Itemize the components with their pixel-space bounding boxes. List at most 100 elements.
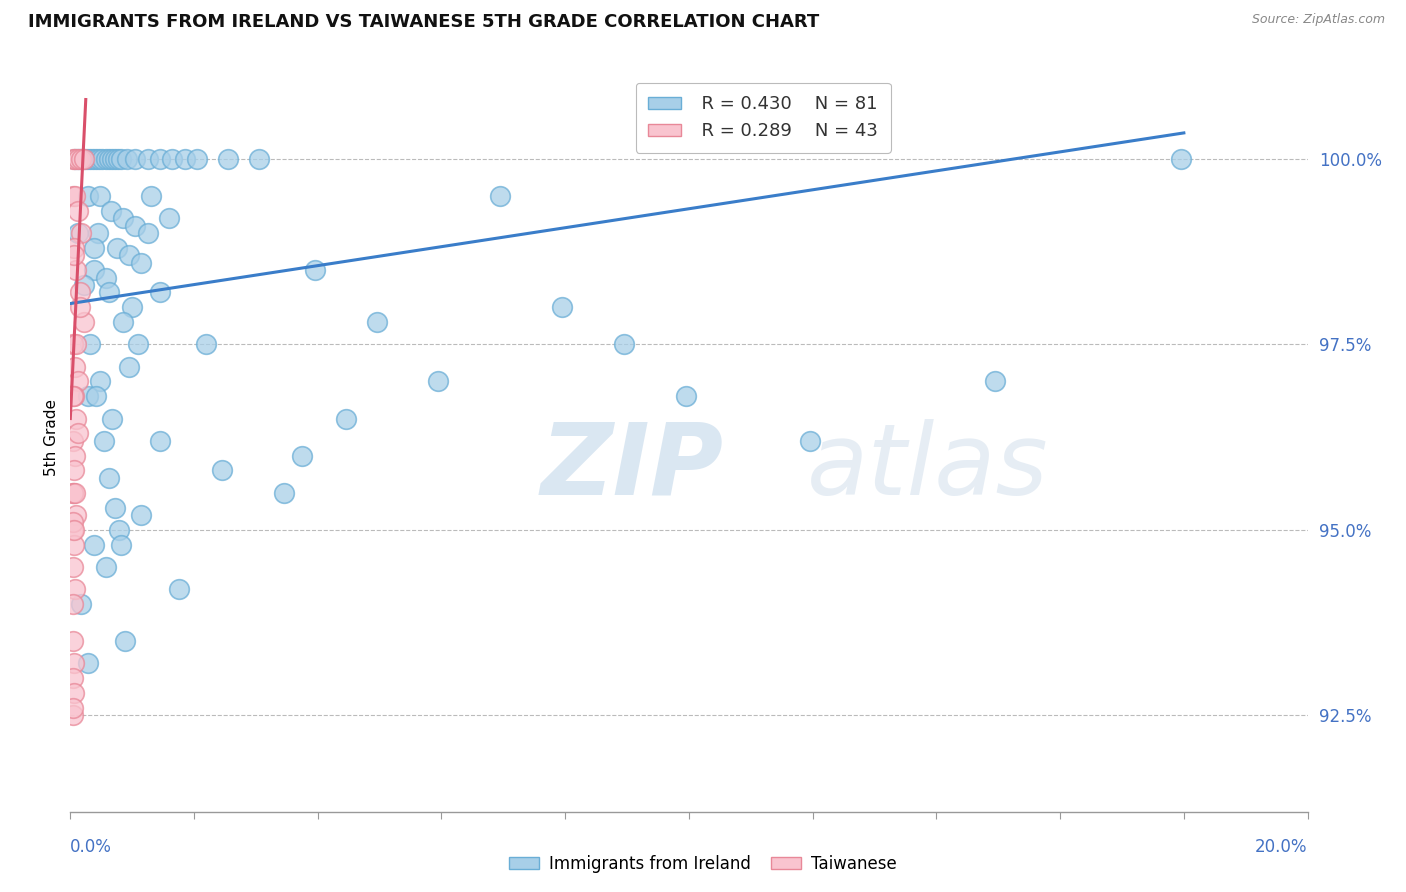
Text: 20.0%: 20.0% [1256, 838, 1308, 855]
Text: Source: ZipAtlas.com: Source: ZipAtlas.com [1251, 13, 1385, 27]
Point [1170, 152, 1192, 166]
Point [89, 189, 111, 203]
Point [366, 315, 388, 329]
Point [65, 152, 87, 166]
Point [62, 597, 84, 611]
Point [97, 471, 120, 485]
Point [70, 226, 93, 240]
Point [66, 152, 89, 166]
Point [304, 263, 326, 277]
Point [107, 523, 129, 537]
Point [79, 152, 101, 166]
Point [97, 152, 120, 166]
Point [173, 152, 195, 166]
Point [63, 248, 86, 262]
Point [62, 152, 84, 166]
Point [62, 516, 84, 530]
Point [62, 523, 84, 537]
Point [63, 538, 86, 552]
Point [84, 152, 107, 166]
Point [131, 256, 153, 270]
Point [335, 411, 357, 425]
Point [427, 375, 450, 389]
Point [62, 434, 84, 448]
Point [62, 634, 84, 648]
Point [73, 152, 96, 166]
Point [73, 278, 96, 293]
Point [93, 434, 115, 448]
Point [76, 657, 98, 671]
Point [63, 389, 86, 403]
Point [89, 152, 111, 166]
Point [62, 671, 84, 685]
Point [65, 582, 87, 596]
Point [76, 389, 98, 403]
Text: ZIP: ZIP [540, 418, 724, 516]
Point [136, 226, 159, 240]
Point [65, 263, 87, 277]
Y-axis label: 5th Grade: 5th Grade [44, 399, 59, 475]
Point [65, 449, 87, 463]
Point [100, 152, 122, 166]
Point [111, 211, 134, 226]
Point [186, 152, 208, 166]
Point [104, 152, 127, 166]
Point [247, 152, 270, 166]
Point [675, 389, 697, 403]
Point [121, 300, 143, 314]
Point [87, 226, 110, 240]
Point [211, 463, 233, 477]
Point [62, 560, 84, 574]
Text: atlas: atlas [807, 418, 1047, 516]
Point [66, 226, 89, 240]
Point [91, 152, 114, 166]
Point [83, 241, 105, 255]
Point [118, 248, 141, 262]
Legend:   R = 0.430    N = 81,   R = 0.289    N = 43: R = 0.430 N = 81, R = 0.289 N = 43 [636, 83, 890, 153]
Point [63, 463, 86, 477]
Point [66, 203, 89, 218]
Point [118, 359, 141, 374]
Point [66, 375, 89, 389]
Point [70, 152, 93, 166]
Point [96, 560, 118, 574]
Point [65, 359, 87, 374]
Point [110, 538, 132, 552]
Point [62, 389, 84, 403]
Point [63, 686, 86, 700]
Point [89, 375, 111, 389]
Legend: Immigrants from Ireland, Taiwanese: Immigrants from Ireland, Taiwanese [502, 848, 904, 880]
Point [76, 189, 98, 203]
Point [139, 189, 162, 203]
Point [96, 270, 118, 285]
Text: 0.0%: 0.0% [70, 838, 112, 855]
Point [149, 285, 172, 300]
Point [76, 152, 98, 166]
Point [65, 508, 87, 522]
Point [101, 411, 124, 425]
Point [83, 263, 105, 277]
Point [291, 449, 314, 463]
Point [167, 582, 190, 596]
Point [65, 152, 87, 166]
Point [100, 203, 122, 218]
Point [84, 389, 107, 403]
Point [73, 315, 96, 329]
Point [105, 241, 128, 255]
Point [489, 189, 512, 203]
Point [136, 152, 159, 166]
Point [63, 523, 86, 537]
Point [104, 500, 127, 515]
Point [131, 508, 153, 522]
Point [65, 189, 87, 203]
Point [62, 708, 84, 723]
Point [94, 152, 117, 166]
Point [217, 152, 239, 166]
Point [62, 189, 84, 203]
Point [613, 337, 636, 351]
Point [63, 657, 86, 671]
Point [107, 152, 129, 166]
Point [62, 701, 84, 715]
Point [62, 485, 84, 500]
Point [799, 434, 821, 448]
